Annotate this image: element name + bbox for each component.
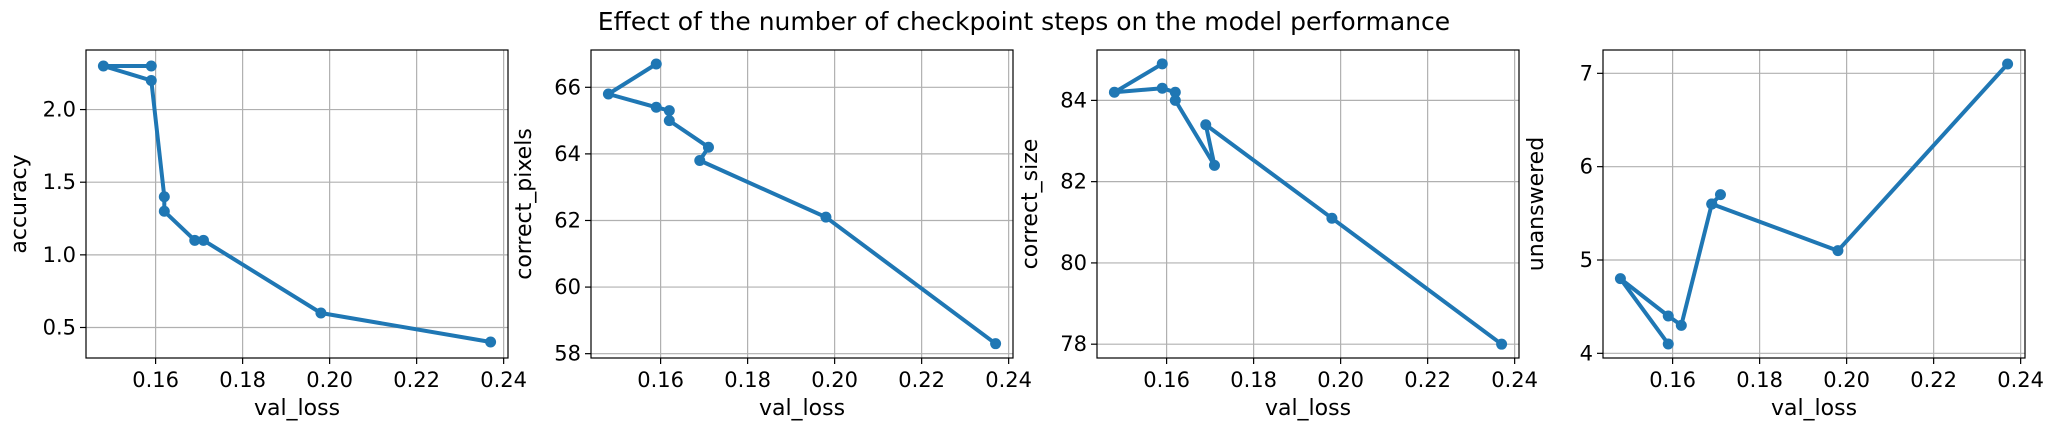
x-axis-label: val_loss (1771, 396, 1857, 421)
x-tick-label: 0.20 (306, 368, 353, 392)
data-point (1714, 189, 1726, 201)
data-point (145, 75, 157, 87)
y-tick-label: 7 (1580, 61, 1593, 85)
data-point (650, 58, 662, 70)
data-point (1200, 119, 1212, 131)
y-tick-label: 64 (554, 142, 581, 166)
data-point (197, 234, 209, 246)
data-point (1326, 212, 1338, 224)
data-point (702, 141, 714, 153)
y-tick-label: 5 (1580, 248, 1593, 272)
series-line (1618, 62, 2010, 346)
axes-frame (1602, 49, 2026, 359)
x-tick-label: 0.24 (1491, 368, 1538, 392)
x-axis-label: val_loss (759, 396, 845, 421)
x-axis-label: val_loss (254, 396, 340, 421)
data-point (663, 105, 675, 117)
data-point (1662, 310, 1674, 322)
x-tick-label: 0.16 (1143, 368, 1190, 392)
series-line (1112, 61, 1504, 347)
y-tick-label: 4 (1580, 341, 1593, 365)
y-tick-label: 58 (554, 342, 581, 366)
data-point (2002, 58, 2014, 70)
y-axis-label: unanswered (1524, 137, 1549, 271)
data-point (663, 115, 675, 127)
y-tick-label: 62 (554, 208, 581, 232)
y-tick-label: 1.5 (43, 170, 76, 194)
x-tick-label: 0.24 (480, 368, 527, 392)
series-line (101, 64, 493, 344)
data-point (1706, 198, 1718, 210)
y-tick-label: 84 (1060, 88, 1087, 112)
x-tick-label: 0.20 (1317, 368, 1364, 392)
y-tick-label: 2.0 (43, 98, 76, 122)
subplot-accuracy: 0.16 0.18 0.20 0.22 0.24 0.5 1.0 1.5 2.0 val_loss… (7, 49, 527, 421)
data-point (485, 336, 497, 348)
y-tick-label: 82 (1060, 170, 1087, 194)
data-point (145, 60, 157, 72)
data-point (158, 205, 170, 217)
data-point (1169, 94, 1181, 106)
axes-frame (1096, 49, 1520, 359)
data-point (694, 155, 706, 167)
y-tick-label: 60 (554, 275, 581, 299)
y-axis-label: correct_pixels (512, 128, 537, 280)
data-point (1169, 86, 1181, 98)
x-tick-label: 0.16 (132, 368, 179, 392)
y-axis-label: correct_size (1018, 139, 1043, 270)
y-tick-label: 1.0 (43, 243, 76, 267)
x-tick-label: 0.18 (219, 368, 266, 392)
x-tick-label: 0.20 (1823, 368, 1870, 392)
data-point (158, 191, 170, 203)
y-tick-label: 0.5 (43, 315, 76, 339)
x-tick-label: 0.16 (1649, 368, 1696, 392)
x-tick-label: 0.18 (724, 368, 771, 392)
axes-frame (590, 49, 1014, 359)
x-tick-label: 0.18 (1230, 368, 1277, 392)
data-point (1208, 159, 1220, 171)
data-point (315, 307, 327, 319)
x-tick-label: 0.24 (985, 368, 1032, 392)
x-tick-label: 0.16 (637, 368, 684, 392)
data-point (97, 60, 109, 72)
y-tick-label: 78 (1060, 332, 1087, 356)
subplot-correct-pixels: 0.16 0.18 0.20 0.22 0.24 58 60 62 64 66 val_loss co… (512, 49, 1032, 421)
x-tick-label: 0.18 (1736, 368, 1783, 392)
data-point (1156, 58, 1168, 70)
data-point (820, 211, 832, 223)
figure-title: Effect of the number of checkpoint steps… (598, 7, 1450, 36)
x-tick-label: 0.22 (898, 368, 945, 392)
data-point (1614, 273, 1626, 285)
y-tick-label: 80 (1060, 251, 1087, 275)
y-tick-label: 6 (1580, 155, 1593, 179)
x-tick-label: 0.22 (1404, 368, 1451, 392)
x-tick-label: 0.22 (393, 368, 440, 392)
data-point (650, 101, 662, 113)
data-point (1496, 338, 1508, 350)
y-tick-label: 66 (554, 75, 581, 99)
data-point (1832, 245, 1844, 257)
x-tick-label: 0.22 (1910, 368, 1957, 392)
axes-frame (85, 49, 509, 359)
data-point (189, 234, 201, 246)
data-point (602, 88, 614, 100)
subplot-unanswered: 0.16 0.18 0.20 0.22 0.24 4 5 6 7 val_loss unanswer… (1524, 49, 2044, 421)
data-point (1108, 86, 1120, 98)
data-point (1156, 82, 1168, 94)
x-tick-label: 0.20 (811, 368, 858, 392)
y-axis-label: accuracy (7, 154, 32, 253)
data-point (990, 338, 1002, 350)
x-axis-label: val_loss (1265, 396, 1351, 421)
data-point (1675, 319, 1687, 331)
subplot-correct-size: 0.16 0.18 0.20 0.22 0.24 78 80 82 84 val_loss corr… (1018, 49, 1538, 421)
data-point (1662, 338, 1674, 350)
x-tick-label: 0.24 (1997, 368, 2044, 392)
